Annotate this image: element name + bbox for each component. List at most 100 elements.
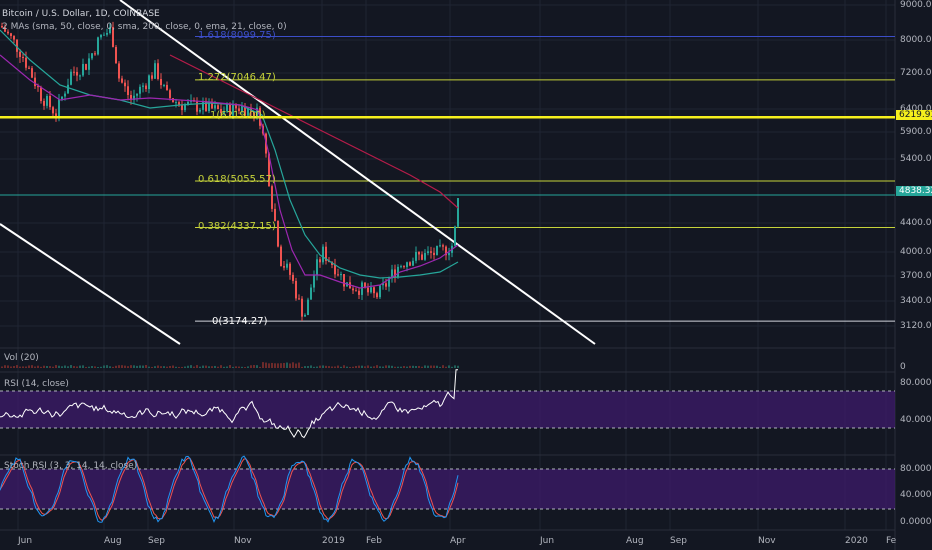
candle-body-13	[40, 87, 42, 101]
volume-bar-37	[112, 366, 114, 368]
candle-body-112	[337, 274, 339, 276]
stoch-tick-0: 0.0000	[900, 517, 932, 527]
candle-body-126	[379, 285, 381, 298]
candle-body-31	[94, 53, 96, 55]
volume-bar-114	[343, 365, 345, 368]
volume-bar-126	[379, 366, 381, 368]
candle-body-36	[109, 27, 111, 33]
candle-body-121	[364, 282, 366, 288]
volume-bar-143	[430, 365, 432, 368]
stoch-k-line	[0, 455, 459, 524]
candle-body-152	[457, 198, 459, 227]
volume-bar-36	[109, 366, 111, 368]
candle-body-59	[178, 102, 180, 105]
volume-bar-104	[313, 366, 315, 368]
candle-body-58	[175, 102, 177, 104]
candle-body-117	[352, 288, 354, 291]
volume-bar-24	[73, 366, 75, 368]
volume-bars	[1, 362, 459, 368]
volume-bar-93	[280, 363, 282, 368]
symbol-title[interactable]: Bitcoin / U.S. Dollar, 1D, COINBASE	[2, 9, 160, 19]
volume-bar-20	[61, 366, 63, 368]
fib-label-0: 0(3174.27)	[212, 316, 268, 327]
candle-body-35	[106, 32, 108, 35]
x-tick-feb: Feb	[366, 536, 382, 546]
volume-bar-109	[328, 366, 330, 368]
x-tick-jun-2: Jun	[540, 536, 555, 546]
candle-body-34	[103, 34, 105, 36]
volume-bar-150	[451, 366, 453, 368]
fib-label-0382: 0.382(4337.15)	[198, 221, 276, 232]
candle-body-57	[172, 98, 174, 103]
candle-body-100	[301, 298, 303, 317]
candle-body-2	[7, 31, 9, 34]
volume-bar-35	[106, 365, 108, 368]
candle-body-136	[409, 262, 411, 266]
volume-bar-88	[265, 362, 267, 368]
candle-body-131	[394, 269, 396, 277]
candle-body-143	[430, 251, 432, 253]
volume-bar-5	[16, 365, 18, 368]
y-tick-3700: 3700.00	[900, 271, 932, 281]
volume-bar-128	[385, 365, 387, 368]
candles	[1, 21, 459, 322]
candle-body-44	[133, 95, 135, 101]
candle-body-73	[220, 108, 222, 114]
volume-bar-100	[301, 366, 303, 368]
volume-bar-30	[91, 366, 93, 368]
volume-bar-29	[88, 366, 90, 368]
candle-body-137	[412, 260, 414, 266]
candle-body-39	[118, 63, 120, 79]
candle-body-11	[34, 77, 36, 87]
volume-bar-7	[22, 366, 24, 368]
volume-bar-11	[34, 366, 36, 368]
volume-bar-78	[235, 366, 237, 368]
volume-bar-149	[448, 365, 450, 368]
volume-bar-40	[121, 365, 123, 368]
volume-bar-45	[136, 365, 138, 368]
volume-bar-120	[361, 365, 363, 368]
volume-pane-title[interactable]: Vol (20)	[4, 353, 39, 363]
stoch-pane-title[interactable]: Stoch RSI (3, 3, 14, 14, close)	[4, 461, 138, 471]
y-tick-4400: 4400.00	[900, 218, 932, 228]
volume-bar-52	[157, 365, 159, 368]
volume-bar-12	[37, 365, 39, 368]
y-tick-5900: 5900.00	[900, 127, 932, 137]
volume-bar-41	[124, 365, 126, 368]
volume-bar-144	[433, 365, 435, 368]
stoch-tick-40: 40.0000	[900, 490, 932, 500]
volume-bar-136	[409, 365, 411, 368]
rsi-pane-title[interactable]: RSI (14, close)	[4, 379, 69, 389]
volume-bar-86	[259, 366, 261, 368]
candle-body-53	[160, 79, 162, 86]
candle-body-55	[166, 85, 168, 91]
candle-body-33	[100, 34, 102, 38]
volume-bar-27	[82, 365, 84, 368]
volume-bar-115	[346, 366, 348, 368]
volume-bar-90	[271, 362, 273, 368]
candle-body-139	[418, 251, 420, 255]
candle-body-16	[49, 96, 51, 108]
candle-body-66	[199, 109, 201, 112]
ma-indicator-label[interactable]: 2 MAs (sma, 50, close, 0, sma, 200, clos…	[2, 22, 287, 32]
volume-bar-152	[457, 365, 459, 368]
candle-body-56	[169, 90, 171, 99]
candle-body-51	[154, 63, 156, 79]
candle-body-4	[13, 36, 15, 40]
candle-body-24	[73, 71, 75, 73]
volume-bar-73	[220, 365, 222, 368]
y-tick-6400: 6400.00	[900, 104, 932, 114]
candle-body-130	[391, 269, 393, 279]
volume-bar-42	[127, 366, 129, 368]
candle-body-151	[454, 226, 456, 246]
volume-scale-0: 0	[900, 362, 906, 372]
candle-body-118	[355, 290, 357, 292]
candle-body-82	[247, 107, 249, 116]
candle-body-94	[283, 266, 285, 268]
volume-bar-10	[31, 365, 33, 368]
candle-body-141	[424, 253, 426, 260]
volume-bar-57	[172, 365, 174, 368]
x-tick-sep-2: Sep	[670, 536, 687, 546]
volume-bar-76	[229, 365, 231, 368]
